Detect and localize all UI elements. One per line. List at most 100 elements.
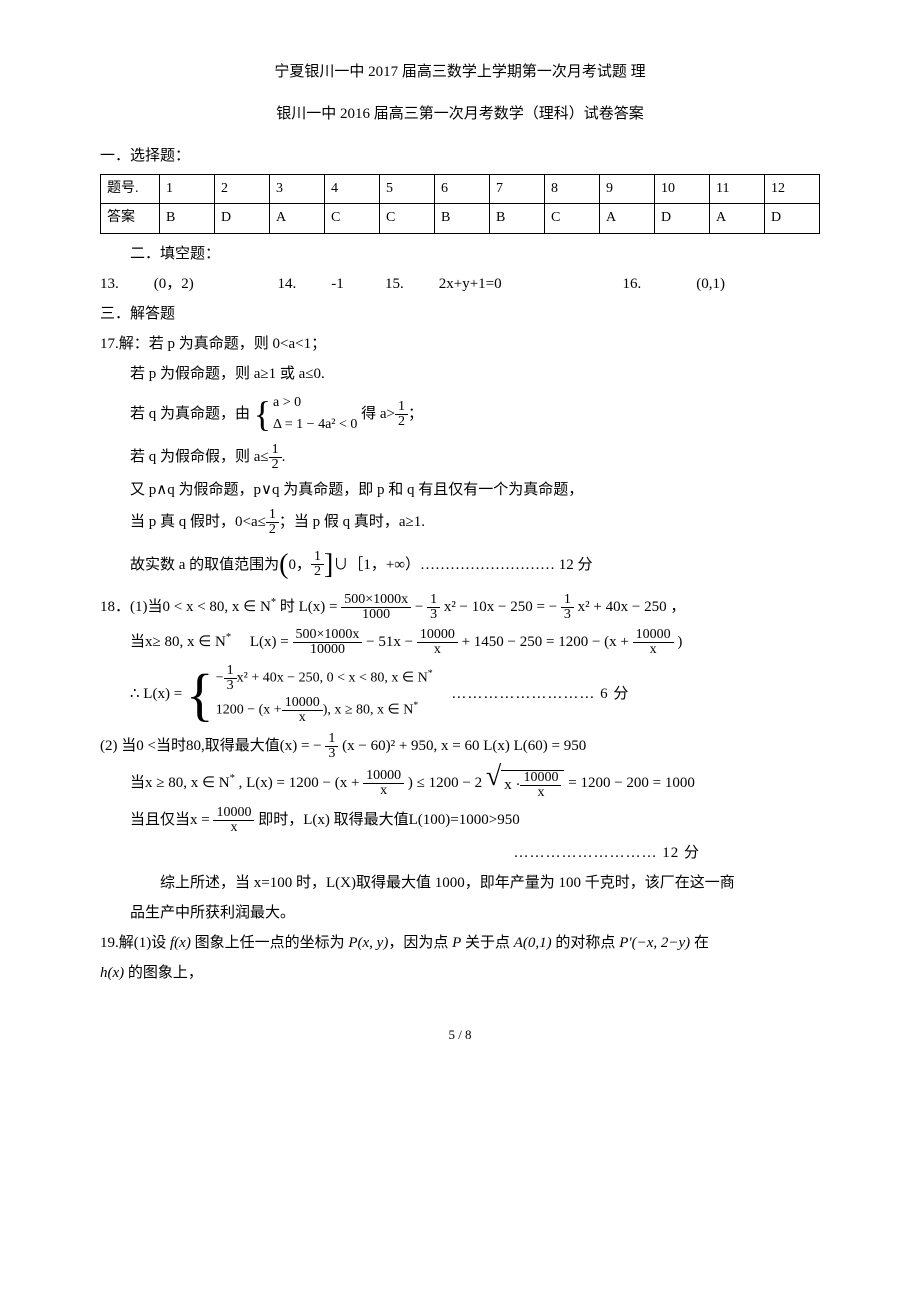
frac-num: 10000 [363, 769, 404, 784]
ans: A [270, 204, 325, 233]
table-row: 题号. 1 2 3 4 5 6 7 8 9 10 11 12 [101, 175, 820, 204]
q18-line: 当且仅当x = 10000x 即时，L(x) 取得最大值L(100)=1000>… [100, 806, 820, 835]
fill-num: 13. [100, 272, 150, 296]
ans: B [435, 204, 490, 233]
text: 当且仅当x = [130, 812, 210, 828]
col-h: 10 [655, 175, 710, 204]
sup: * [413, 700, 418, 711]
text: ) [677, 634, 682, 650]
ans: A [600, 204, 655, 233]
frac-num: 1 [269, 443, 282, 458]
text: − [216, 671, 224, 686]
q17-line: 故实数 a 的取值范围为(0，12]∪［1，+∞）……………………… 12 分 [100, 543, 820, 588]
row-label: 题号. [101, 175, 160, 204]
text: x² + 40x − 250 ， [578, 599, 686, 615]
q18-line: 综上所述，当 x=100 时，L(X)取得最大值 1000，即年产量为 100 … [100, 871, 820, 895]
frac-den: 2 [395, 415, 408, 429]
text: ；当 p 假 q 真时，a≥1. [279, 514, 425, 530]
frac-num: 10000 [282, 696, 323, 711]
fill-ans: (0,1) [696, 272, 725, 296]
col-h: 2 [215, 175, 270, 204]
q18-line: ∴ L(x) = { −13x² + 40x − 250, 0 < x < 80… [100, 663, 820, 726]
row-label: 答案 [101, 204, 160, 233]
text: x² − 10x − 250 = − [444, 599, 557, 615]
frac-den: 3 [224, 679, 237, 693]
ans: C [380, 204, 435, 233]
text: 关于点 [461, 935, 514, 951]
fill-ans: -1 [331, 272, 381, 296]
frac-den: 1000 [341, 608, 411, 622]
section1-label: 一．选择题： [100, 144, 820, 168]
q17-line: 若 p 为假命题，则 a≥1 或 a≤0. [100, 362, 820, 386]
q18-line: ……………………… 12 分 [100, 841, 820, 865]
text: 故实数 a 的取值范围为 [130, 556, 279, 572]
text: 当x ≥ 80, x ∈ N [130, 775, 230, 791]
text: 在 [690, 935, 709, 951]
text: ，因为点 [388, 935, 452, 951]
text: 19.解(1)设 [100, 935, 170, 951]
text: 的对称点 [552, 935, 620, 951]
math: A(0,1) [514, 935, 552, 951]
q17-line: 17.解：若 p 为真命题，则 0<a<1； [100, 332, 820, 356]
ans: A [710, 204, 765, 233]
fill-ans: (0，2) [154, 272, 274, 296]
page-title: 宁夏银川一中 2017 届高三数学上学期第一次月考试题 理 [100, 60, 820, 84]
frac-den: x [282, 711, 323, 725]
q18-line: 品生产中所获利润最大。 [100, 901, 820, 925]
math: P(x, y) [348, 935, 388, 951]
text: 若 q 为假命假，则 a≤ [130, 449, 269, 465]
col-h: 1 [160, 175, 215, 204]
text: 图象上任一点的坐标为 [191, 935, 349, 951]
ans: D [655, 204, 710, 233]
text: − 51x − [366, 634, 413, 650]
text: , L(x) = 1200 − (x + [239, 775, 360, 791]
frac-den: 3 [427, 608, 440, 622]
frac-num: 10000 [633, 628, 674, 643]
col-h: 8 [545, 175, 600, 204]
sup: * [226, 632, 231, 643]
text: 即时，L(x) 取得最大值L(100)=1000>950 [258, 812, 519, 828]
math: P′(−x, 2−y) [619, 935, 690, 951]
frac-num: 1 [224, 664, 237, 679]
text: (x − 60)² + 950, x = 60 L(x) L(60) = 950 [342, 738, 586, 754]
ans: D [215, 204, 270, 233]
case: a > 0 [273, 392, 357, 414]
math: h(x) [100, 965, 124, 981]
frac-den: x [520, 786, 561, 800]
frac-den: 2 [269, 458, 282, 472]
page-subtitle: 银川一中 2016 届高三第一次月考数学（理科）试卷答案 [100, 102, 820, 126]
text: ∪［1，+∞）……………………… 12 分 [333, 556, 592, 572]
brace-icon: { [186, 672, 214, 718]
math: f(x) [170, 935, 191, 951]
frac-num: 10000 [417, 628, 458, 643]
text: 得 a> [361, 406, 395, 422]
frac-num: 1 [561, 593, 574, 608]
frac-num: 500×1000x [293, 628, 363, 643]
frac-den: x [213, 821, 254, 835]
text: ； [408, 406, 423, 422]
fill-ans: 2x+y+1=0 [439, 272, 619, 296]
frac-num: 1 [266, 508, 279, 523]
ans: B [490, 204, 545, 233]
sqrt-icon: √ [486, 767, 501, 787]
frac-den: x [633, 643, 674, 657]
text: 的图象上， [124, 965, 203, 981]
text: + 1450 − 250 = 1200 − (x + [462, 634, 629, 650]
frac-den: 3 [561, 608, 574, 622]
text: 0， [289, 556, 312, 572]
frac-den: 2 [266, 523, 279, 537]
text: x² + 40x − 250, 0 < x < 80, x ∈ N [237, 671, 428, 686]
table-row: 答案 B D A C C B B C A D A D [101, 204, 820, 233]
fill-num: 15. [385, 272, 435, 296]
q17-line: 若 q 为假命假，则 a≤12. [100, 443, 820, 472]
col-h: 3 [270, 175, 325, 204]
frac-den: x [363, 784, 404, 798]
col-h: 11 [710, 175, 765, 204]
q18-line: 当x≥ 80, x ∈ N* L(x) = 500×1000x10000 − 5… [100, 628, 820, 657]
ans: C [325, 204, 380, 233]
text: 时 L(x) = [280, 599, 338, 615]
answer-table: 题号. 1 2 3 4 5 6 7 8 9 10 11 12 答案 B D A … [100, 174, 820, 234]
case: Δ = 1 − 4a² < 0 [273, 414, 357, 436]
text: L(x) = [250, 634, 289, 650]
frac-num: 10000 [520, 771, 561, 786]
